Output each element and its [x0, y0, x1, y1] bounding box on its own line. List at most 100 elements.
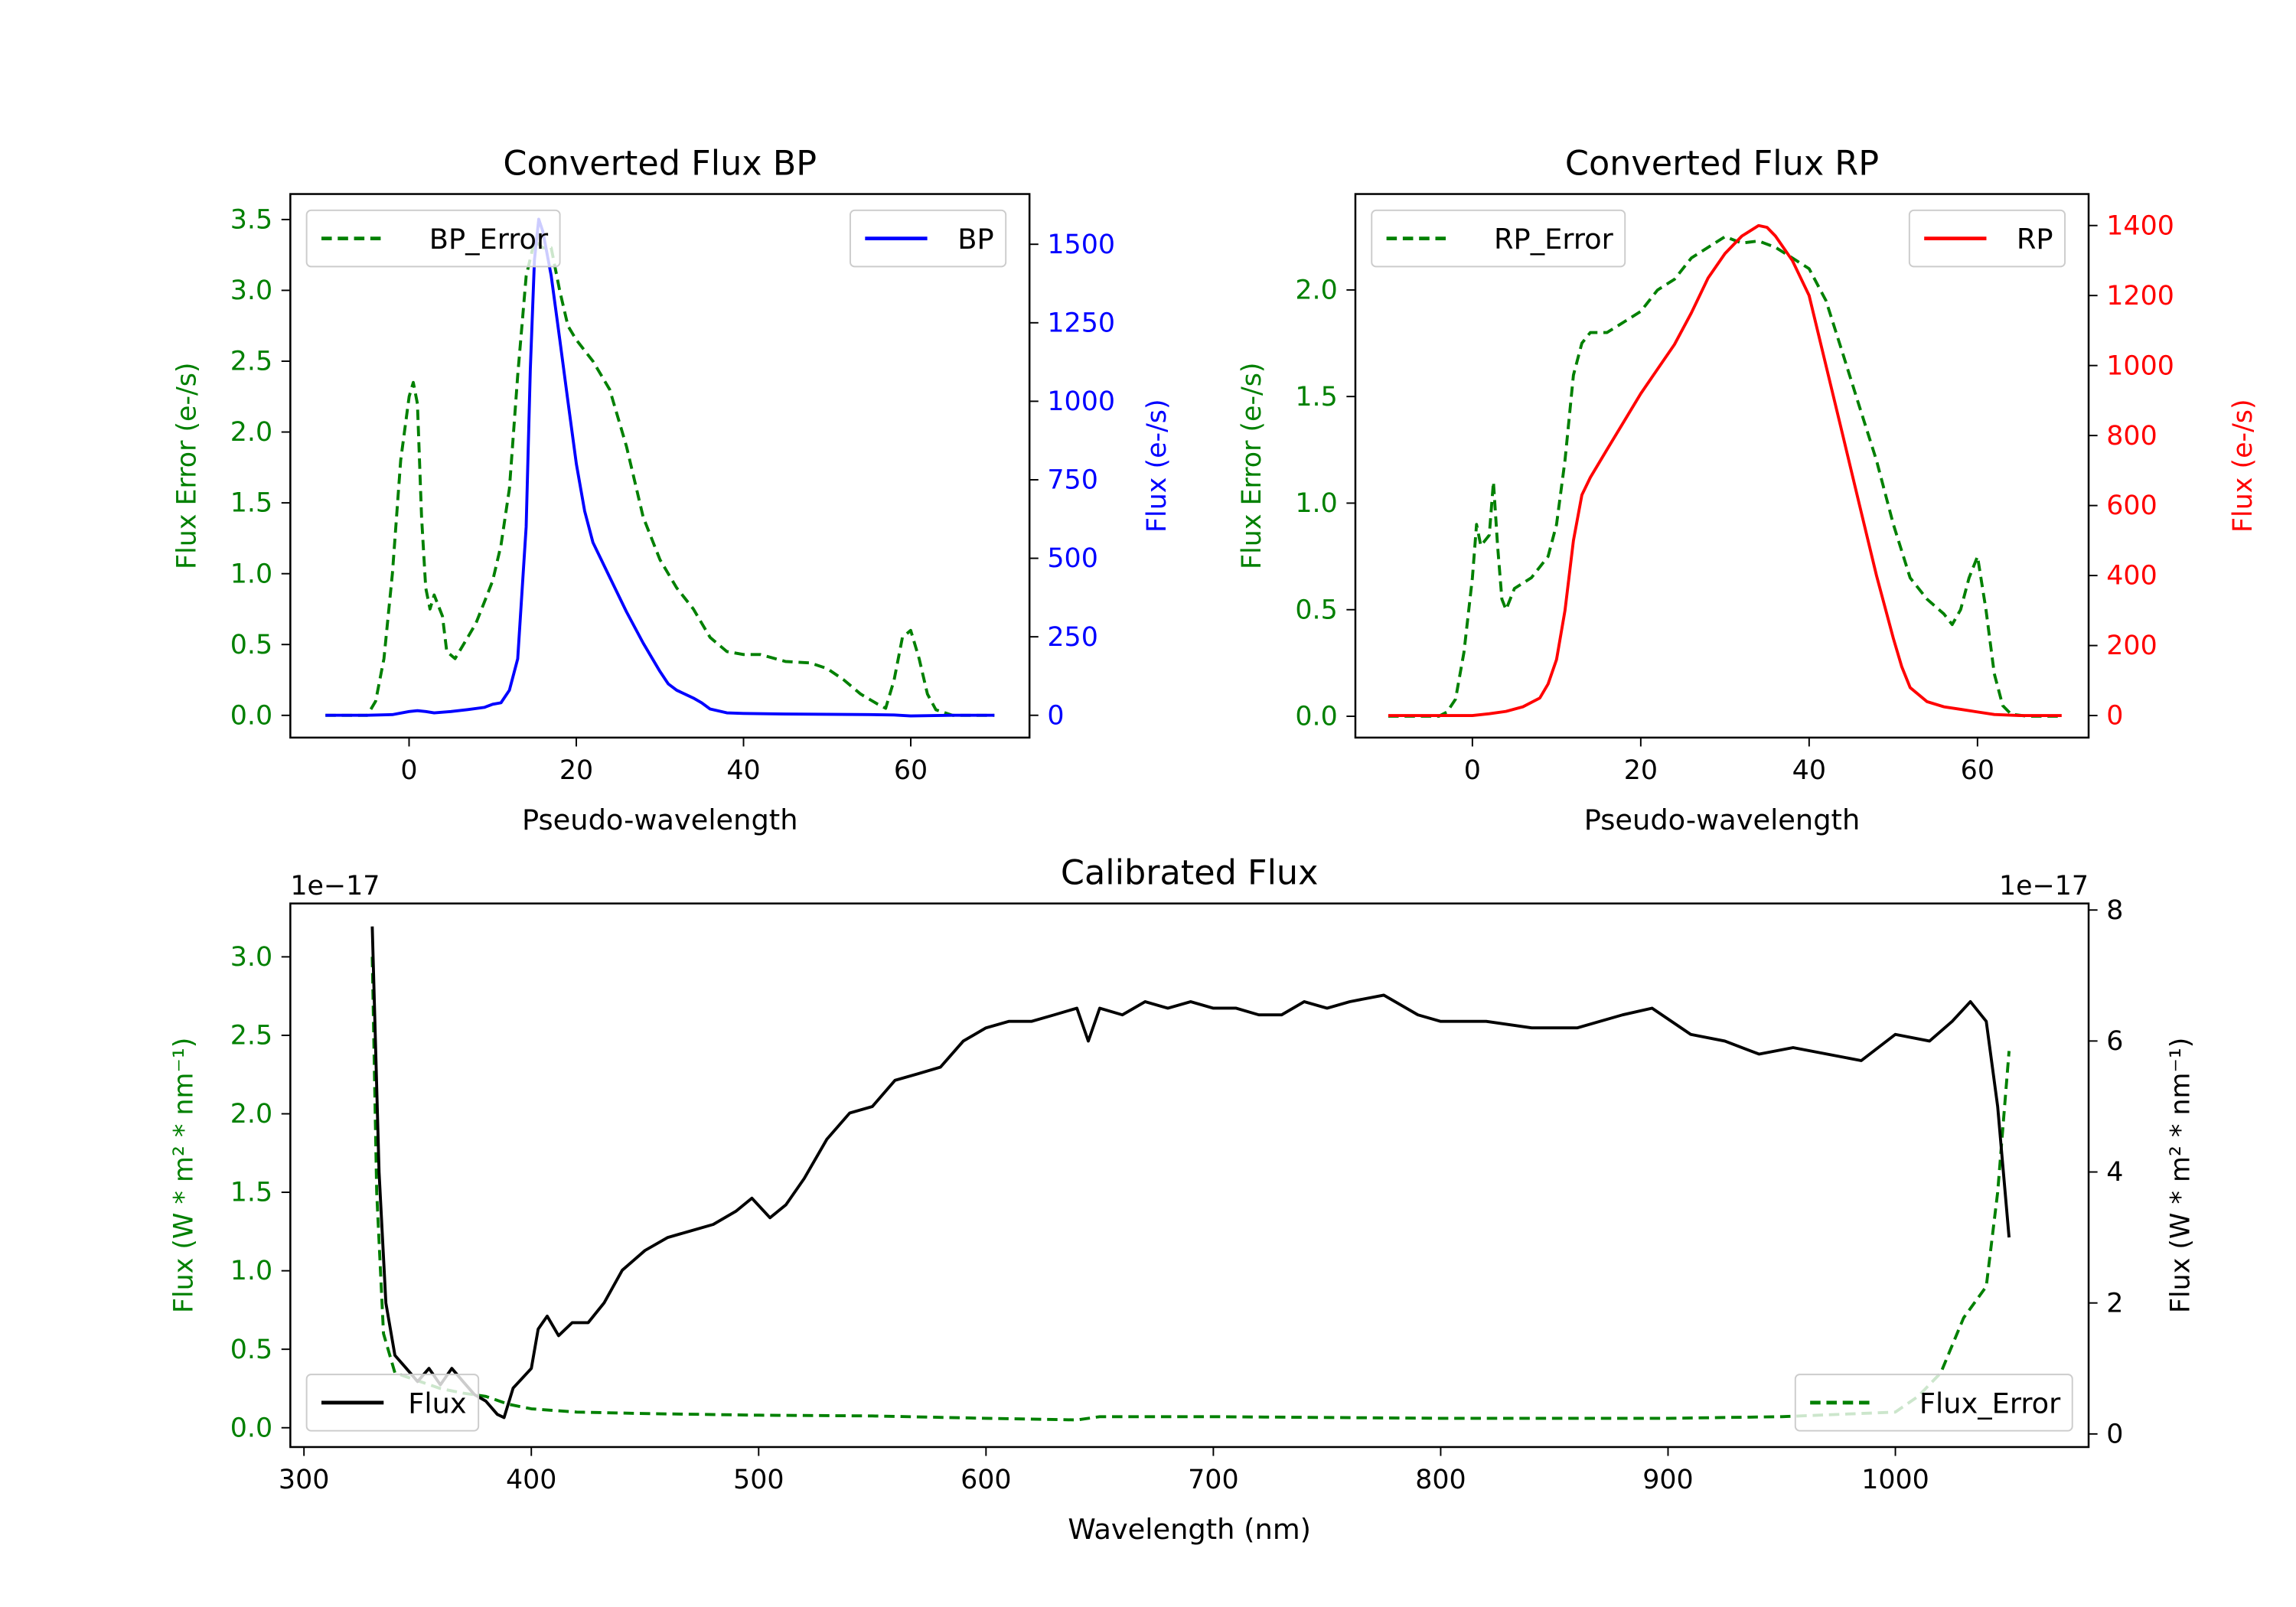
axes-frame [289, 193, 1031, 739]
x-tick-label: 40 [1792, 755, 1826, 786]
y-left-tick-label: 3.0 [230, 275, 272, 306]
y-left-tick-label: 1.0 [1295, 488, 1337, 519]
x-tick-label: 700 [1188, 1465, 1238, 1495]
y-left-tick-label: 1.0 [230, 559, 272, 589]
x-tick-label: 800 [1415, 1465, 1466, 1495]
y-right-tick-label: 250 [1047, 622, 1097, 653]
legend-left: BP_Error [305, 209, 561, 268]
chart-title: Converted Flux BP [503, 144, 817, 183]
x-tick-label: 400 [506, 1465, 556, 1495]
y-left-tick-label: 1.5 [1295, 382, 1337, 412]
series-line-flux [370, 926, 2011, 1420]
y-left-axis-label: Flux Error (e-/s) [1237, 362, 1267, 569]
y-right-tick-label: 0 [2106, 701, 2123, 732]
legend-label: BP [957, 223, 993, 256]
y-left-tick-label: 3.0 [230, 942, 272, 973]
y-right-tick-label: 600 [2106, 491, 2157, 521]
y-right-tick-label: 200 [2106, 631, 2157, 661]
x-axis-label: Pseudo-wavelength [1584, 804, 1861, 836]
x-axis-label: Pseudo-wavelength [522, 804, 798, 836]
chart-title: Calibrated Flux [1061, 853, 1319, 892]
y-right-tick-label: 1250 [1047, 308, 1115, 338]
y-left-tick-label: 2.0 [1295, 275, 1337, 306]
legend-label: Flux_Error [1919, 1387, 2061, 1420]
x-axis-label: Wavelength (nm) [1068, 1513, 1311, 1546]
x-tick-label: 500 [733, 1465, 784, 1495]
y-right-tick-label: 2 [2106, 1288, 2123, 1319]
y-right-tick-label: 6 [2106, 1026, 2123, 1057]
legend-left: RP_Error [1371, 209, 1626, 268]
x-tick-label: 20 [559, 755, 593, 786]
chart-2: Calibrated Flux 300 400 500 600 700 800 900 1000… [169, 853, 2197, 1545]
series-line-flux_error [370, 957, 2011, 1422]
chart-title: Converted Flux RP [1565, 144, 1879, 183]
legend-box [305, 209, 561, 268]
y-left-axis-label: Flux Error (e-/s) [171, 362, 202, 569]
series-line-rp_error [1388, 235, 2062, 718]
axes-frame [1354, 193, 2090, 739]
x-tick-label: 900 [1642, 1465, 1693, 1495]
x-tick-label: 300 [279, 1465, 329, 1495]
y-right-tick-label: 4 [2106, 1157, 2123, 1188]
y-left-axis-label: Flux (W * m² * nm⁻¹) [169, 1038, 200, 1313]
legend-left: Flux [305, 1374, 480, 1432]
y-right-tick-label: 1500 [1047, 230, 1115, 260]
legend-label: RP [2017, 223, 2053, 256]
legend-box [850, 209, 1007, 268]
y-left-tick-label: 1.0 [230, 1256, 272, 1286]
y-left-tick-label: 0.0 [230, 1413, 272, 1443]
y-right-tick-label: 1400 [2106, 210, 2174, 241]
legend-box [1794, 1374, 2073, 1432]
x-tick-label: 600 [960, 1465, 1011, 1495]
x-tick-label: 40 [726, 755, 760, 786]
x-tick-label: 60 [894, 755, 928, 786]
y-left-tick-label: 0.0 [1295, 702, 1337, 732]
x-tick-label: 60 [1961, 755, 1994, 786]
x-tick-label: 0 [1464, 755, 1481, 786]
y-right-tick-label: 800 [2106, 421, 2157, 451]
y-left-tick-label: 2.5 [230, 347, 272, 377]
legend-label: RP_Error [1494, 223, 1614, 256]
chart-0: Converted Flux BP 0 20 40 60 Pseudo-wavelengt… [171, 144, 1172, 836]
y-right-offset-label: 1e−17 [1999, 871, 2089, 901]
y-right-tick-label: 500 [1047, 543, 1097, 574]
y-left-tick-label: 3.5 [230, 204, 272, 235]
y-right-tick-label: 1000 [2106, 350, 2174, 381]
series-line-rp [1388, 223, 2062, 717]
legend-right: Flux_Error [1794, 1374, 2073, 1432]
y-right-tick-label: 750 [1047, 465, 1097, 496]
legend-box [1908, 209, 2066, 268]
series-line-bp [325, 217, 995, 718]
y-left-tick-label: 2.5 [230, 1021, 272, 1051]
y-left-tick-label: 2.0 [230, 1099, 272, 1129]
y-right-axis-label: Flux (e-/s) [1142, 399, 1172, 533]
y-left-tick-label: 2.0 [230, 417, 272, 448]
x-tick-label: 1000 [1861, 1465, 1929, 1495]
legend-box [1371, 209, 1626, 268]
y-left-tick-label: 0.0 [230, 700, 272, 731]
y-left-offset-label: 1e−17 [290, 871, 380, 901]
y-left-tick-label: 0.5 [230, 1335, 272, 1365]
y-right-axis-label: Flux (W * m² * nm⁻¹) [2166, 1038, 2197, 1313]
y-right-tick-label: 0 [2106, 1419, 2123, 1449]
y-left-tick-label: 1.5 [230, 1178, 272, 1208]
y-right-tick-label: 1000 [1047, 386, 1115, 417]
chart-1: Converted Flux RP 0 20 40 60 Pseudo-wavelengt… [1237, 144, 2258, 836]
legend-right: BP [850, 209, 1007, 268]
x-tick-label: 20 [1624, 755, 1658, 786]
y-left-tick-label: 1.5 [230, 488, 272, 519]
y-right-tick-label: 0 [1047, 700, 1064, 731]
y-left-tick-label: 0.5 [230, 630, 272, 660]
legend-label: BP_Error [429, 223, 549, 256]
x-tick-label: 0 [400, 755, 417, 786]
y-right-axis-label: Flux (e-/s) [2228, 399, 2258, 533]
y-right-tick-label: 1200 [2106, 281, 2174, 311]
series-line-bp_error [325, 239, 995, 717]
legend-box [305, 1374, 480, 1432]
y-right-tick-label: 400 [2106, 561, 2157, 592]
legend-label: Flux [408, 1387, 466, 1420]
legend-right: RP [1908, 209, 2066, 268]
axes-frame [289, 902, 2090, 1449]
y-left-tick-label: 0.5 [1295, 595, 1337, 625]
